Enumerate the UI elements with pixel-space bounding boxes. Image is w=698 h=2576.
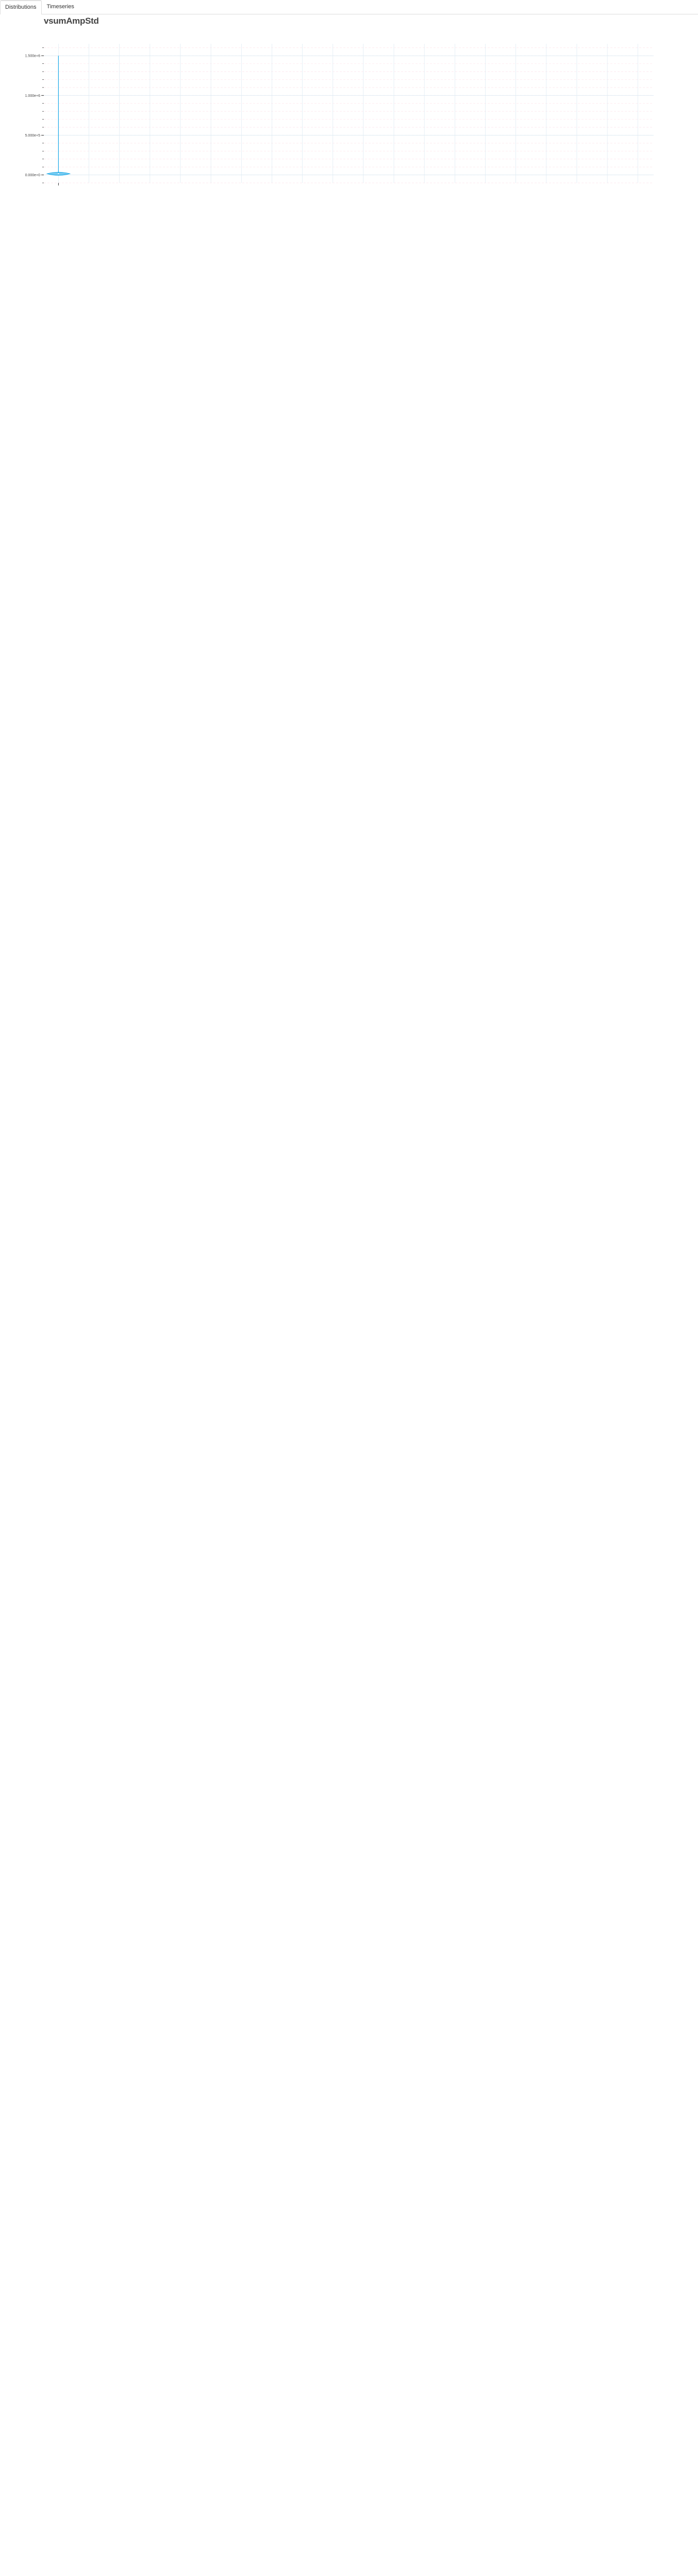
plot-area [44, 44, 654, 183]
tab-distributions[interactable]: Distributions [0, 0, 42, 14]
y-tick-label: 1.500e+6 [25, 55, 40, 58]
y-tick-label: 5.000e+5 [25, 134, 40, 138]
tab-bar: Distributions Timeseries [0, 0, 698, 14]
y-tick-label: 0.000e+0 [25, 174, 40, 177]
y-tick-label: 1.000e+6 [25, 94, 40, 98]
violin-median [58, 173, 59, 175]
overview-chart[interactable]: 0.000e+0 5.000e+5 1.000e+6 1.500e+6 [0, 14, 698, 216]
overview-title: vsumAmpStd [44, 16, 99, 26]
violin-l4l-acavloop-rfq[interactable] [46, 56, 71, 176]
tab-timeseries[interactable]: Timeseries [46, 4, 74, 10]
overview-panel: vsumAmpStd 0.000e+0 5.000e+5 1.000e+6 1.500… [0, 14, 698, 216]
